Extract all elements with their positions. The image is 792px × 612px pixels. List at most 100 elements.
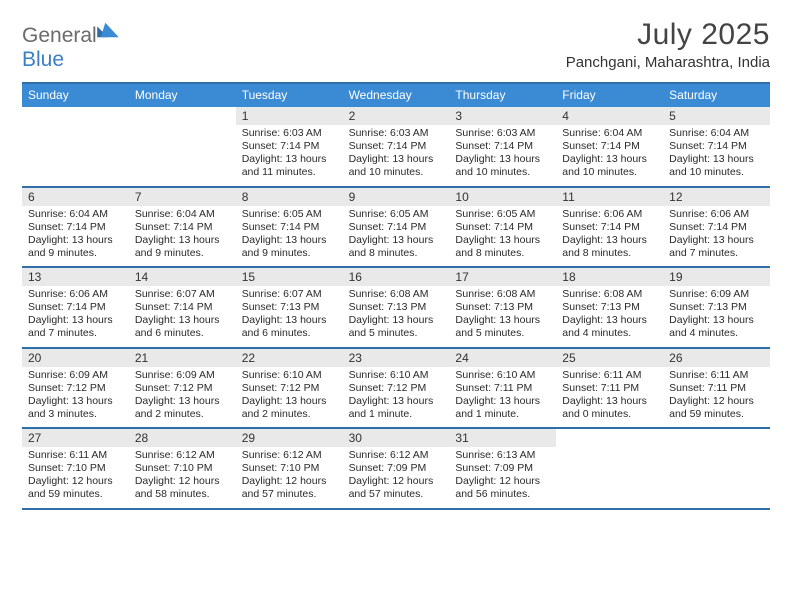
day-number: 30 (343, 429, 450, 447)
day-number (556, 429, 663, 447)
day-cell: Sunrise: 6:03 AMSunset: 7:14 PMDaylight:… (343, 125, 450, 186)
day-number: 22 (236, 349, 343, 367)
day-cell: Sunrise: 6:03 AMSunset: 7:14 PMDaylight:… (236, 125, 343, 186)
day-d1: Daylight: 13 hours (455, 234, 552, 247)
day-sr: Sunrise: 6:05 AM (455, 208, 552, 221)
day-number: 8 (236, 188, 343, 206)
day-cell: Sunrise: 6:06 AMSunset: 7:14 PMDaylight:… (556, 206, 663, 267)
day-number: 20 (22, 349, 129, 367)
day-sr: Sunrise: 6:13 AM (455, 449, 552, 462)
day-d1: Daylight: 13 hours (455, 395, 552, 408)
day-ss: Sunset: 7:14 PM (562, 140, 659, 153)
day-number (663, 429, 770, 447)
day-ss: Sunset: 7:13 PM (669, 301, 766, 314)
day-ss: Sunset: 7:14 PM (455, 221, 552, 234)
brand-part2: Blue (22, 48, 64, 71)
day-d1: Daylight: 12 hours (135, 475, 232, 488)
day-sr: Sunrise: 6:06 AM (28, 288, 125, 301)
day-d1: Daylight: 13 hours (669, 153, 766, 166)
logo-triangle-icon (97, 21, 119, 39)
day-d2: and 7 minutes. (669, 247, 766, 260)
dow-label: Friday (556, 84, 663, 107)
day-d2: and 8 minutes. (349, 247, 446, 260)
day-d1: Daylight: 12 hours (349, 475, 446, 488)
day-d1: Daylight: 13 hours (455, 153, 552, 166)
daynum-row: 6789101112 (22, 188, 770, 206)
day-ss: Sunset: 7:14 PM (669, 140, 766, 153)
day-number: 23 (343, 349, 450, 367)
day-ss: Sunset: 7:09 PM (455, 462, 552, 475)
day-number: 16 (343, 268, 450, 286)
day-d1: Daylight: 13 hours (242, 314, 339, 327)
location-label: Panchgani, Maharashtra, India (566, 54, 770, 71)
day-ss: Sunset: 7:09 PM (349, 462, 446, 475)
day-cell: Sunrise: 6:04 AMSunset: 7:14 PMDaylight:… (129, 206, 236, 267)
day-cell: Sunrise: 6:13 AMSunset: 7:09 PMDaylight:… (449, 447, 556, 508)
day-number: 31 (449, 429, 556, 447)
day-ss: Sunset: 7:14 PM (28, 301, 125, 314)
day-sr: Sunrise: 6:09 AM (135, 369, 232, 382)
day-number: 6 (22, 188, 129, 206)
day-cell: Sunrise: 6:04 AMSunset: 7:14 PMDaylight:… (663, 125, 770, 186)
day-d1: Daylight: 13 hours (349, 234, 446, 247)
day-d2: and 4 minutes. (562, 327, 659, 340)
day-ss: Sunset: 7:14 PM (669, 221, 766, 234)
day-d2: and 10 minutes. (349, 166, 446, 179)
day-d1: Daylight: 13 hours (669, 234, 766, 247)
day-d1: Daylight: 13 hours (349, 153, 446, 166)
day-number: 3 (449, 107, 556, 125)
day-cell: Sunrise: 6:10 AMSunset: 7:11 PMDaylight:… (449, 367, 556, 428)
day-cell: Sunrise: 6:09 AMSunset: 7:13 PMDaylight:… (663, 286, 770, 347)
day-cell: Sunrise: 6:08 AMSunset: 7:13 PMDaylight:… (343, 286, 450, 347)
day-cell: Sunrise: 6:08 AMSunset: 7:13 PMDaylight:… (449, 286, 556, 347)
day-d1: Daylight: 13 hours (28, 234, 125, 247)
day-d2: and 9 minutes. (28, 247, 125, 260)
weeks-container: 12345Sunrise: 6:03 AMSunset: 7:14 PMDayl… (22, 107, 770, 510)
day-d1: Daylight: 12 hours (669, 395, 766, 408)
day-sr: Sunrise: 6:05 AM (349, 208, 446, 221)
day-d2: and 2 minutes. (135, 408, 232, 421)
day-d2: and 6 minutes. (135, 327, 232, 340)
day-number: 9 (343, 188, 450, 206)
day-ss: Sunset: 7:13 PM (349, 301, 446, 314)
day-ss: Sunset: 7:12 PM (135, 382, 232, 395)
day-ss: Sunset: 7:10 PM (28, 462, 125, 475)
week-separator (22, 508, 770, 510)
day-cell: Sunrise: 6:04 AMSunset: 7:14 PMDaylight:… (22, 206, 129, 267)
dow-label: Saturday (663, 84, 770, 107)
day-d1: Daylight: 13 hours (135, 234, 232, 247)
day-number: 18 (556, 268, 663, 286)
day-ss: Sunset: 7:14 PM (455, 140, 552, 153)
daybody-row: Sunrise: 6:03 AMSunset: 7:14 PMDaylight:… (22, 125, 770, 186)
day-d1: Daylight: 13 hours (562, 234, 659, 247)
day-d2: and 5 minutes. (349, 327, 446, 340)
day-cell: Sunrise: 6:05 AMSunset: 7:14 PMDaylight:… (343, 206, 450, 267)
day-d1: Daylight: 13 hours (242, 234, 339, 247)
dow-label: Monday (129, 84, 236, 107)
day-sr: Sunrise: 6:12 AM (242, 449, 339, 462)
day-sr: Sunrise: 6:08 AM (562, 288, 659, 301)
day-sr: Sunrise: 6:03 AM (349, 127, 446, 140)
day-sr: Sunrise: 6:11 AM (562, 369, 659, 382)
day-d1: Daylight: 13 hours (28, 314, 125, 327)
daybody-row: Sunrise: 6:09 AMSunset: 7:12 PMDaylight:… (22, 367, 770, 428)
day-d1: Daylight: 13 hours (455, 314, 552, 327)
day-d2: and 59 minutes. (669, 408, 766, 421)
brand-logo: General Blue (22, 24, 119, 72)
day-number: 4 (556, 107, 663, 125)
day-sr: Sunrise: 6:07 AM (135, 288, 232, 301)
day-d2: and 3 minutes. (28, 408, 125, 421)
day-cell: Sunrise: 6:06 AMSunset: 7:14 PMDaylight:… (22, 286, 129, 347)
day-d2: and 9 minutes. (135, 247, 232, 260)
day-sr: Sunrise: 6:04 AM (28, 208, 125, 221)
day-cell: Sunrise: 6:09 AMSunset: 7:12 PMDaylight:… (129, 367, 236, 428)
day-cell (556, 447, 663, 508)
day-number: 14 (129, 268, 236, 286)
day-d2: and 57 minutes. (349, 488, 446, 501)
calendar-page: General Blue July 2025 Panchgani, Mahara… (0, 0, 792, 510)
day-sr: Sunrise: 6:07 AM (242, 288, 339, 301)
day-number: 11 (556, 188, 663, 206)
day-d1: Daylight: 12 hours (28, 475, 125, 488)
day-sr: Sunrise: 6:11 AM (28, 449, 125, 462)
day-ss: Sunset: 7:12 PM (349, 382, 446, 395)
